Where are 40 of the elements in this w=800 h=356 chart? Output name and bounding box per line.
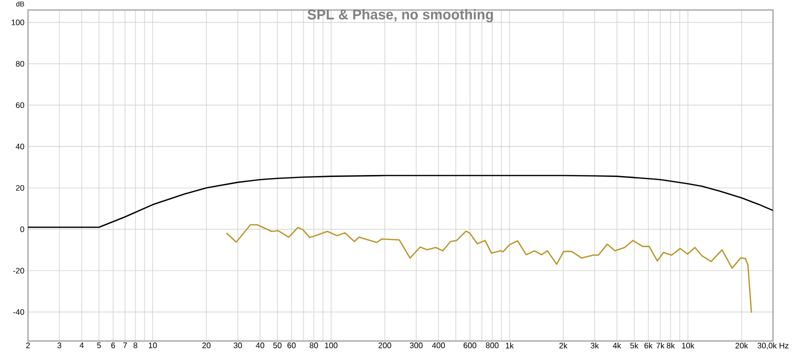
x-tick-label: 7 bbox=[123, 342, 127, 348]
x-tick-label: 5k bbox=[630, 342, 638, 348]
x-tick-label: 6 bbox=[111, 342, 115, 348]
x-tick-label: 10 bbox=[148, 342, 157, 348]
y-tick-label: 0 bbox=[20, 226, 24, 232]
x-tick-label: 40 bbox=[256, 342, 264, 348]
x-tick-label: 10k bbox=[682, 342, 694, 348]
x-tick-label: 100 bbox=[325, 342, 338, 348]
x-tick-label: 30,0k Hz bbox=[758, 342, 788, 350]
x-tick-label: 600 bbox=[464, 342, 476, 348]
x-tick-label: 20 bbox=[202, 342, 211, 348]
y-tick-label: 20 bbox=[16, 185, 24, 191]
x-tick-label: 50 bbox=[273, 342, 282, 348]
x-tick-label: 60 bbox=[287, 342, 296, 348]
y-tick-label: 40 bbox=[16, 144, 24, 150]
x-tick-label: 200 bbox=[378, 342, 392, 348]
x-tick-label: 5 bbox=[97, 342, 101, 348]
x-tick-label: 6k bbox=[644, 342, 653, 348]
x-tick-label: 3 bbox=[57, 342, 62, 348]
x-tick-label: 8k bbox=[666, 342, 675, 348]
x-tick-label: 2k bbox=[559, 342, 568, 348]
x-tick-label: 400 bbox=[432, 342, 445, 348]
chart-title: SPL & Phase, no smoothing bbox=[308, 9, 493, 22]
x-tick-label: 8 bbox=[134, 342, 138, 348]
x-tick-label: 20k bbox=[736, 342, 748, 348]
y-tick-label: -40 bbox=[13, 309, 24, 315]
y-tick-label: 60 bbox=[16, 102, 24, 108]
x-tick-label: 80 bbox=[310, 342, 318, 348]
x-tick-label: 3k bbox=[590, 342, 599, 348]
x-tick-label: 7k bbox=[656, 342, 664, 348]
x-tick-label: 30 bbox=[234, 342, 242, 348]
y-tick-label: 80 bbox=[16, 60, 24, 67]
y-tick-label: -20 bbox=[13, 268, 24, 274]
x-tick-label: 1k bbox=[506, 342, 514, 348]
x-tick-label: 800 bbox=[486, 342, 499, 348]
x-tick-label: 2 bbox=[26, 342, 30, 348]
x-tick-label: 300 bbox=[410, 342, 423, 348]
x-tick-label: 4k bbox=[612, 342, 622, 348]
x-tick-label: 4 bbox=[80, 342, 84, 348]
y-tick-label: 100 bbox=[12, 20, 24, 26]
